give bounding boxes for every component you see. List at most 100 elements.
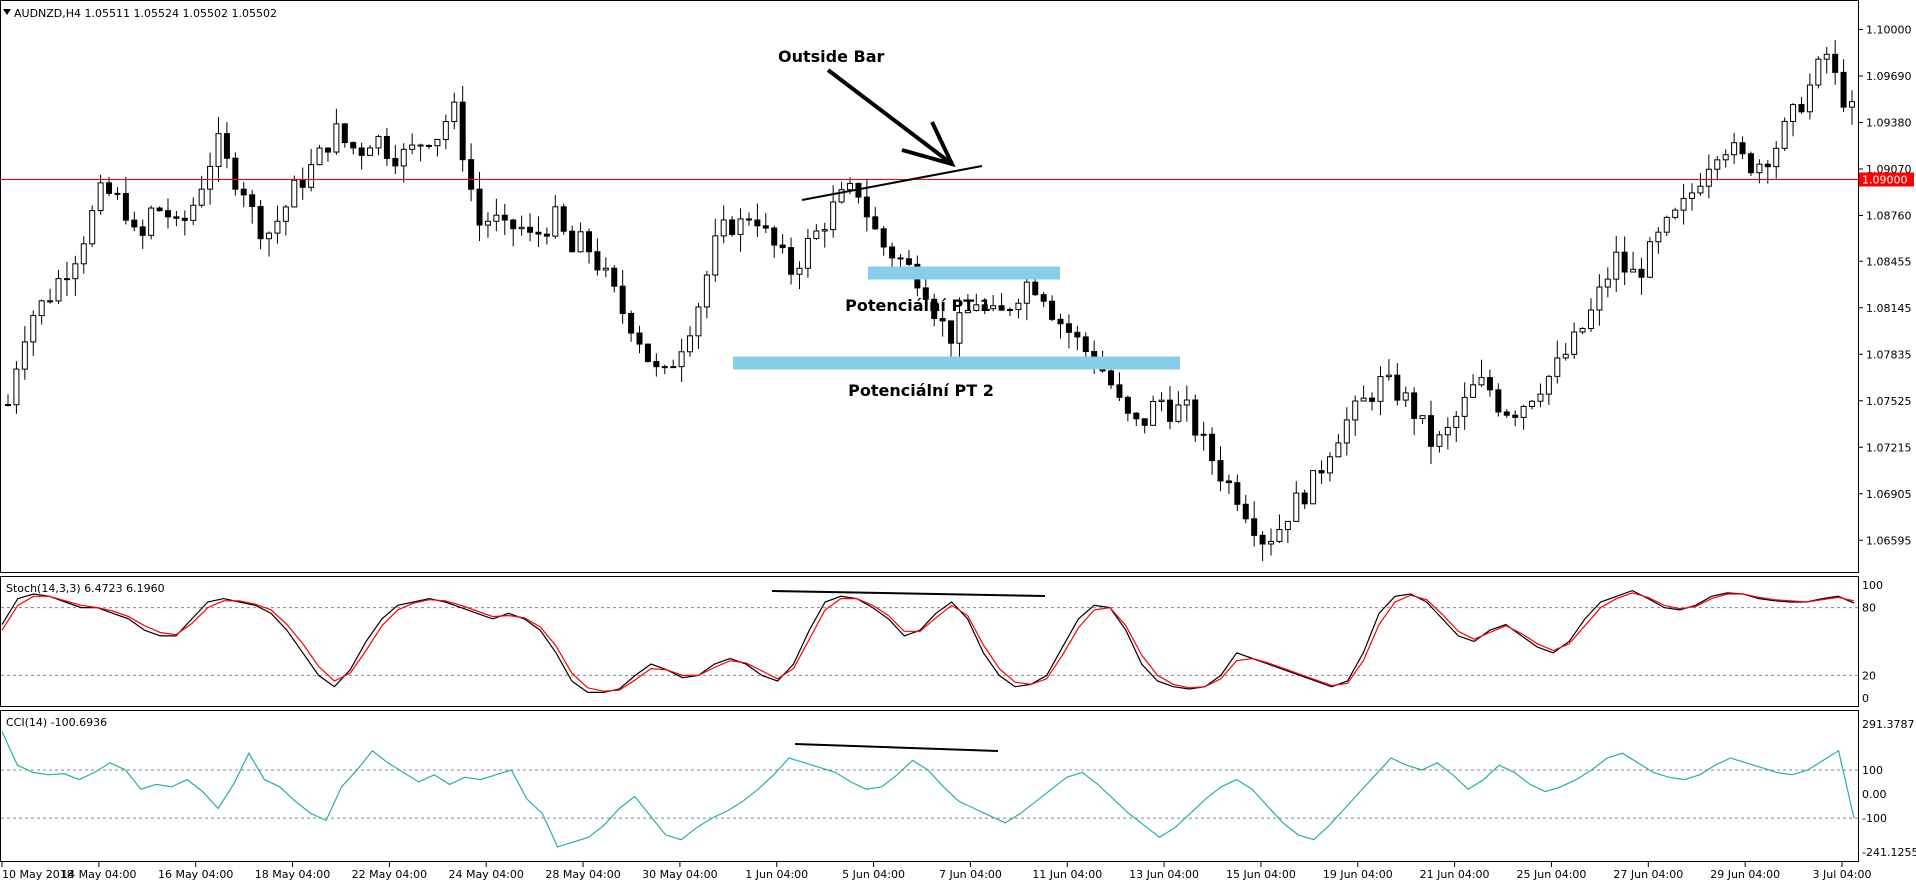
candle-body [1697, 185, 1704, 194]
candle-body [611, 267, 618, 287]
candle-body [560, 206, 567, 232]
level-line-price-text: 1.09000 [1862, 174, 1908, 187]
candle-body [1234, 482, 1241, 505]
candle-body [628, 312, 635, 334]
candle-body [1731, 142, 1738, 156]
candle-body [240, 188, 247, 196]
candle-body [964, 309, 971, 314]
candle-body [1242, 503, 1249, 520]
candle-body [400, 148, 407, 167]
candle-body [821, 229, 828, 232]
candle-body [1352, 400, 1359, 421]
candle-body [1049, 300, 1056, 320]
candle-body [1301, 492, 1308, 505]
candle-body [1470, 384, 1477, 398]
candle-body [1436, 434, 1443, 447]
time-tick-label: 24 May 04:00 [448, 868, 523, 881]
candle-body [1596, 286, 1603, 311]
candle-body [282, 206, 289, 222]
candle-body [880, 228, 887, 248]
candle-body [695, 306, 702, 337]
candle-body [585, 231, 592, 253]
cci-divergence-line [794, 743, 999, 752]
candle-body [1453, 415, 1460, 428]
outside-bar-arrow-shaft [826, 68, 954, 166]
candle-body [1166, 399, 1173, 422]
candle-body [1394, 374, 1401, 401]
candle-body [308, 164, 315, 188]
candle-body [148, 207, 155, 236]
candle-body [173, 216, 180, 219]
candle-body [1840, 71, 1847, 108]
series-signal [1, 592, 1855, 692]
price-tick-label: 1.09380 [1866, 117, 1912, 130]
candle-body [97, 182, 104, 212]
candle-body [1529, 400, 1536, 407]
candle-body [1495, 389, 1502, 413]
candle-body [350, 142, 357, 149]
time-tick-label: 14 May 04:00 [61, 868, 136, 881]
collapse-triangle-icon[interactable] [3, 9, 11, 15]
candle-body [1604, 278, 1611, 288]
candle-body [1259, 534, 1266, 545]
candle-body [1764, 163, 1771, 168]
time-tick-label: 11 Jun 04:00 [1032, 868, 1102, 881]
candle-body [1141, 418, 1148, 426]
candle-body [493, 214, 500, 222]
candle-body [804, 237, 811, 269]
candle-body [198, 188, 205, 206]
candle-body [1318, 470, 1325, 474]
price-tick-label: 1.07215 [1866, 441, 1912, 454]
candle-body [358, 147, 365, 156]
candle-body [1613, 251, 1620, 280]
candle-body [931, 298, 938, 320]
candle-body [1335, 442, 1342, 458]
candle-body [518, 226, 525, 230]
candle-body [1192, 399, 1199, 436]
candle-body [1326, 456, 1333, 474]
osc-tick-label: 80 [1862, 602, 1876, 615]
candle-body [1832, 53, 1839, 73]
candle-body [21, 341, 28, 370]
zone-pt2-label: Potenciální PT 2 [848, 381, 994, 400]
candle-body [257, 205, 264, 240]
candle-body [1621, 251, 1628, 273]
series-main [1, 589, 1855, 694]
candle-body [1402, 392, 1409, 401]
candle-body [1183, 399, 1190, 406]
candle-body [863, 196, 870, 218]
candle-body [114, 192, 121, 195]
candle-body [1360, 397, 1367, 402]
outside-bar-label: Outside Bar [778, 47, 885, 66]
candle-body [1074, 331, 1081, 338]
candle-body [434, 138, 441, 147]
candle-body [426, 144, 433, 147]
candle-body [510, 219, 517, 230]
candle-body [745, 218, 752, 221]
candle-body [1284, 520, 1291, 531]
candle-body [501, 214, 508, 221]
price-panel-title: AUDNZD,H4 1.05511 1.05524 1.05502 1.0550… [14, 7, 277, 20]
price-tick-label: 1.08760 [1866, 210, 1912, 223]
candle-body [762, 225, 769, 229]
candle-body [737, 218, 744, 235]
candle-body [451, 101, 458, 123]
candle-body [1663, 216, 1670, 233]
candle-body [417, 144, 424, 147]
time-tick-label: 28 May 04:00 [545, 868, 620, 881]
candle-body [1587, 309, 1594, 329]
time-tick-label: 16 May 04:00 [158, 868, 233, 881]
candle-body [181, 217, 188, 221]
candle-body [1747, 153, 1754, 174]
candle-body [1343, 419, 1350, 444]
candle-body [63, 278, 70, 281]
candle-body [1293, 492, 1300, 522]
candle-body [1150, 400, 1157, 426]
candle-body [1486, 377, 1493, 391]
candle-body [1032, 281, 1039, 296]
candle-body [1377, 376, 1384, 402]
osc-tick-label: 20 [1862, 669, 1876, 682]
osc-tick-label: -100 [1862, 812, 1887, 825]
osc-tick-label: 291.3787 [1862, 718, 1915, 731]
candle-body [1057, 318, 1064, 325]
